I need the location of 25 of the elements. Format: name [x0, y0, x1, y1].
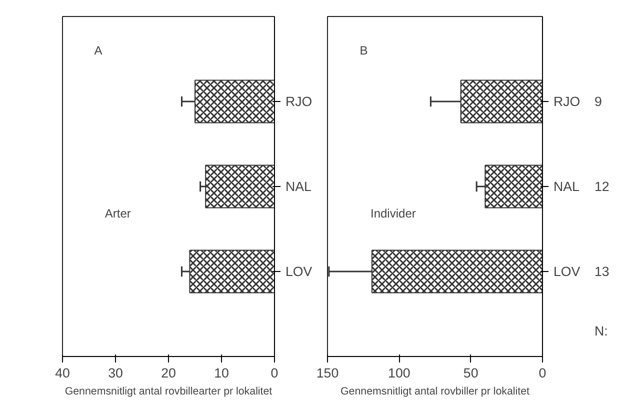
- annotation: Individer: [370, 206, 416, 220]
- x-axis-title: Gennemsnitligt antal rovbiller pr lokalitet: [340, 386, 530, 398]
- y-tick-label: LOV: [286, 264, 312, 279]
- y-tick-label: RJO: [554, 94, 580, 109]
- text: 13: [594, 264, 610, 279]
- annotation: B: [360, 43, 368, 58]
- x-tick-label: 50: [463, 366, 478, 380]
- x-tick-label: 40: [55, 366, 70, 380]
- x-tick-label: 30: [108, 366, 123, 380]
- y-tick-label: NAL: [554, 179, 580, 194]
- x-tick-label: 100: [388, 366, 410, 380]
- x-tick-label: 0: [270, 366, 278, 380]
- annotation: A: [94, 43, 102, 58]
- x-tick-label: 10: [214, 366, 229, 380]
- y-tick-label: NAL: [286, 179, 312, 194]
- annotation: Arter: [104, 206, 131, 220]
- x-tick-label: 150: [316, 366, 339, 380]
- y-tick-label: RJO: [286, 94, 312, 109]
- y-tick-label: LOV: [554, 264, 580, 279]
- x-tick-label: 0: [538, 366, 546, 380]
- x-axis-title: Gennemsnitligt antal rovbillearter pr lokalitet: [64, 386, 272, 398]
- text: 12: [594, 179, 610, 194]
- text: 9: [594, 94, 602, 109]
- text: N:: [594, 324, 608, 338]
- x-tick-label: 20: [161, 366, 176, 380]
